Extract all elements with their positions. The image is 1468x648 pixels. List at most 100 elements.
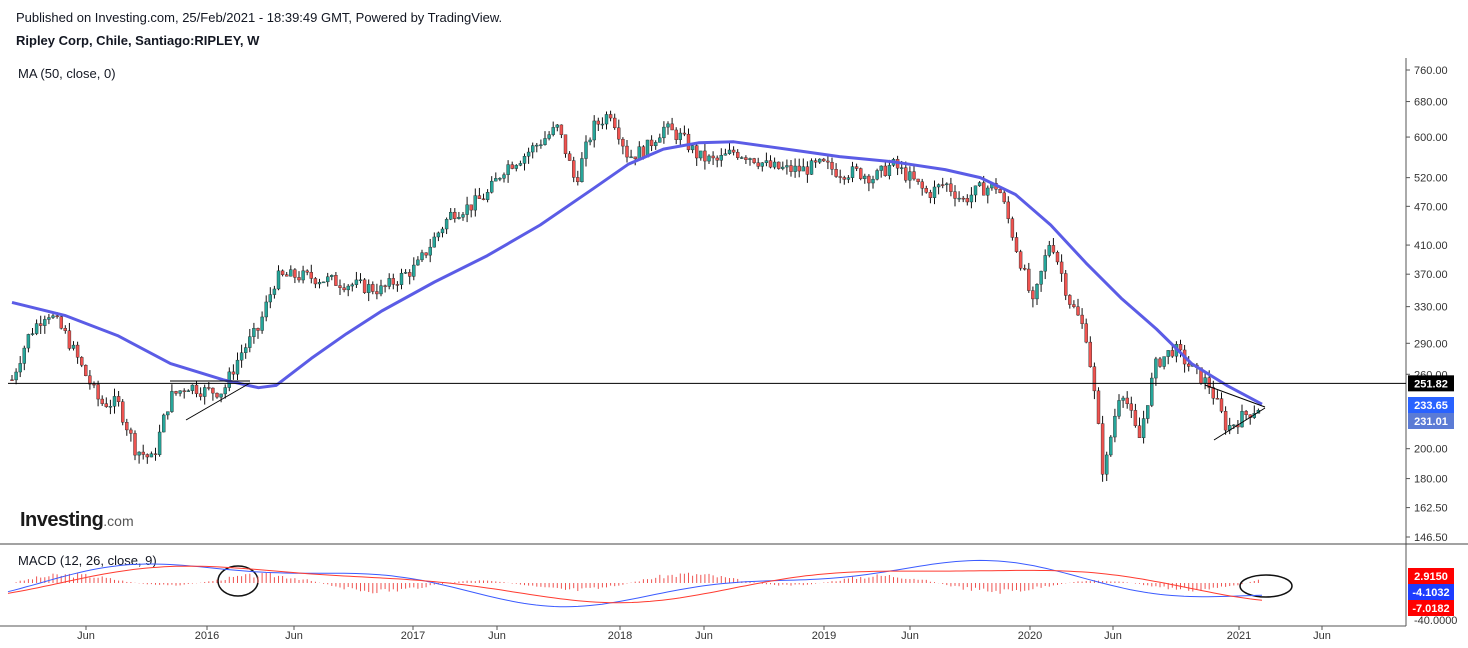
- candle-body: [112, 396, 117, 407]
- candle-body: [387, 278, 391, 287]
- candle-body: [1162, 356, 1166, 367]
- candle: [43, 315, 47, 334]
- candle-body: [59, 316, 63, 329]
- candle-body: [920, 181, 924, 189]
- candle-body: [125, 422, 129, 431]
- candle: [1072, 300, 1076, 309]
- candle-body: [912, 171, 916, 180]
- candle: [1006, 196, 1010, 224]
- candle: [47, 313, 51, 325]
- x-tick-label: Jun: [1104, 630, 1122, 642]
- candle-body: [707, 155, 711, 162]
- candle-body: [690, 145, 695, 151]
- candle-body: [321, 281, 326, 284]
- candle: [444, 217, 449, 235]
- candle-body: [440, 228, 445, 234]
- candle-body: [47, 317, 51, 320]
- candle-body: [531, 145, 535, 153]
- candle: [161, 413, 166, 433]
- candle-body: [834, 169, 838, 177]
- candle-body: [317, 282, 322, 285]
- candle-body: [936, 184, 941, 188]
- candle-body: [239, 352, 244, 361]
- candle-body: [731, 149, 736, 153]
- candle-body: [1055, 252, 1060, 263]
- candle: [748, 157, 752, 166]
- candle: [391, 273, 395, 290]
- candle-body: [637, 146, 641, 160]
- candle-body: [686, 133, 691, 151]
- candle: [498, 177, 502, 182]
- candle: [137, 451, 141, 464]
- candle: [1223, 406, 1228, 435]
- candle: [350, 282, 354, 292]
- candle-body: [965, 198, 969, 203]
- candle-body: [485, 192, 490, 200]
- candle-body: [157, 431, 162, 455]
- candle: [420, 249, 424, 262]
- candle: [543, 131, 547, 146]
- candle-body: [481, 198, 486, 200]
- candle-body: [43, 319, 47, 326]
- candle-body: [235, 359, 240, 375]
- candle-body: [535, 144, 539, 147]
- candle: [658, 133, 662, 143]
- circle-annotation-2021: [1239, 574, 1293, 598]
- candle: [104, 397, 109, 408]
- candle: [305, 269, 309, 276]
- candle: [293, 268, 297, 284]
- candle-body: [928, 192, 933, 198]
- candle: [736, 149, 740, 160]
- candle: [1137, 417, 1142, 439]
- candle: [961, 195, 965, 203]
- macd-indicator-label: MACD (12, 26, close, 9): [18, 553, 157, 568]
- candle-body: [813, 160, 818, 163]
- candle-body: [1170, 350, 1175, 357]
- macd-badge-value: -7.0182: [1412, 603, 1449, 615]
- candle-body: [555, 124, 559, 128]
- candle: [670, 117, 674, 131]
- candle-body: [75, 344, 80, 358]
- candle: [67, 322, 72, 351]
- candle-body: [600, 123, 605, 126]
- candle: [781, 161, 785, 171]
- candle: [535, 142, 539, 153]
- candle-body: [309, 272, 313, 279]
- candle: [75, 341, 80, 364]
- candle-body: [375, 291, 379, 295]
- candle: [10, 375, 14, 381]
- macd-badge-bg: [1408, 568, 1454, 584]
- trendline-lower-2016: [185, 382, 251, 421]
- candle-body: [916, 178, 920, 183]
- candle-body: [699, 150, 703, 159]
- y-tick-label: 330.00: [1414, 302, 1448, 314]
- candle: [924, 185, 928, 194]
- candle: [756, 157, 760, 170]
- candle: [986, 185, 990, 204]
- x-tick-label: Jun: [488, 630, 506, 642]
- candle-body: [777, 161, 781, 169]
- candle-body: [592, 120, 596, 141]
- candle-body: [1211, 387, 1216, 399]
- candle: [59, 313, 63, 330]
- candle-body: [1240, 411, 1244, 428]
- price-badge-bg: [1408, 413, 1454, 429]
- candle-body: [764, 160, 769, 164]
- candle: [953, 185, 957, 207]
- candle-body: [88, 375, 92, 385]
- candle: [1244, 409, 1248, 420]
- candle: [563, 134, 568, 158]
- candle-body: [760, 162, 764, 167]
- candle: [276, 265, 281, 291]
- candle: [826, 154, 830, 170]
- candle-body: [674, 129, 678, 140]
- investing-logo: Investing.com: [20, 509, 134, 532]
- x-tick-label: 2018: [608, 630, 632, 642]
- candle-body: [1104, 454, 1109, 475]
- candle-body: [572, 160, 576, 178]
- candle-body: [51, 315, 55, 318]
- candle-body: [494, 178, 498, 182]
- candle: [1088, 336, 1093, 368]
- candle: [850, 161, 855, 183]
